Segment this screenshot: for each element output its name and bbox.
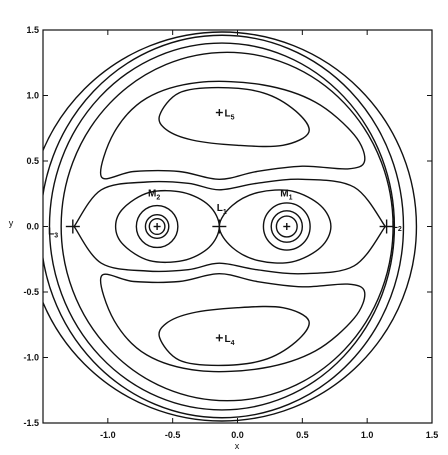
y-tick-label: -1.5 — [23, 418, 39, 428]
l1-label: L1 — [217, 203, 227, 216]
y-tick-label: 0.0 — [26, 222, 39, 232]
point-markers: M1 M2 L1 L2 L3 L4 L5 — [48, 108, 402, 346]
x-tick-label: 0.5 — [296, 430, 309, 440]
contour-outer-circle — [43, 31, 418, 422]
l3-label: L3 — [48, 226, 58, 239]
contour-outer-loop — [43, 34, 405, 419]
contour-m2-ring-1 — [135, 204, 179, 249]
contour-loop-through-L3 — [48, 42, 396, 411]
x-tick-label: 0.0 — [231, 430, 244, 440]
y-tick-label: -0.5 — [23, 287, 39, 297]
x-tick-label: -0.5 — [165, 430, 181, 440]
contour-tadpole-top-outer — [99, 80, 366, 181]
contour-m1-ring-3 — [275, 215, 298, 238]
y-axis-label: y — [9, 218, 14, 228]
contour-horseshoe-outer-bottom — [73, 226, 386, 275]
x-tick-label: 1.5 — [426, 430, 439, 440]
y-tick-label: 1.0 — [26, 91, 39, 101]
l5-label: L5 — [225, 108, 235, 121]
contour-loop-through-L2 — [60, 51, 394, 402]
contour-m2-ring-3 — [148, 217, 166, 236]
y-tick-label: 0.5 — [26, 156, 39, 166]
contour-figure-eight-lobe-m1 — [218, 189, 332, 264]
y-tick-label: -1.0 — [23, 353, 39, 363]
contour-tadpole-bottom-outer — [99, 272, 366, 373]
contour-m1-ring-2 — [270, 210, 304, 243]
m1-label: M1 — [280, 188, 292, 201]
axis-ticks: -1.0 -0.5 0.0 0.5 1.0 1.5 1.5 1.0 0.5 0.0 -0.5 -1.0… — [23, 25, 438, 440]
contour-horseshoe-outer-top — [73, 178, 386, 227]
contour-tadpole-top-inner — [158, 86, 310, 148]
l4-label: L4 — [225, 334, 235, 347]
x-axis-label: x — [235, 441, 240, 451]
x-tick-label: 1.0 — [361, 430, 374, 440]
contour-m2-ring-2 — [144, 214, 170, 239]
contour-figure-eight-lobe-m2 — [114, 189, 221, 264]
contour-tadpole-bottom-inner — [158, 305, 310, 367]
contour-m1-ring-1 — [262, 202, 311, 251]
m2-label: M2 — [148, 188, 160, 201]
y-tick-label: 1.5 — [26, 25, 39, 35]
x-tick-label: -1.0 — [100, 430, 116, 440]
l2-label: L2 — [392, 220, 402, 233]
